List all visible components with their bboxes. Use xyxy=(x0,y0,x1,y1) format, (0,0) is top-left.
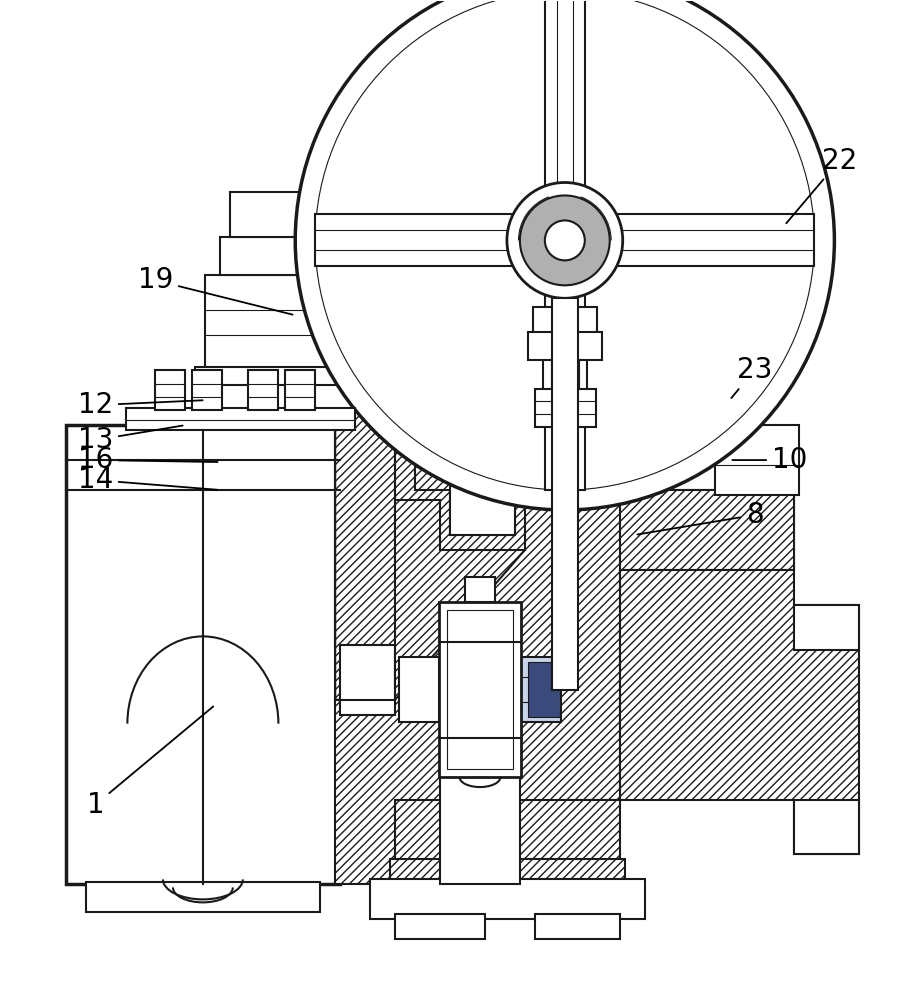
Bar xyxy=(535,389,562,427)
Text: 16: 16 xyxy=(78,446,218,474)
Bar xyxy=(543,315,587,410)
Circle shape xyxy=(520,195,610,285)
Bar xyxy=(795,800,860,854)
Bar xyxy=(66,425,340,884)
Bar xyxy=(125,408,356,430)
Bar xyxy=(230,192,356,237)
Bar xyxy=(533,307,597,335)
Polygon shape xyxy=(620,490,795,570)
Polygon shape xyxy=(395,800,620,884)
Circle shape xyxy=(315,0,814,490)
Bar xyxy=(156,370,185,410)
Polygon shape xyxy=(335,410,570,700)
Bar xyxy=(447,610,513,769)
Polygon shape xyxy=(620,570,859,854)
Text: 19: 19 xyxy=(138,266,292,315)
Bar xyxy=(399,657,439,722)
Text: 14: 14 xyxy=(78,466,218,494)
Bar xyxy=(370,879,644,919)
Bar xyxy=(552,298,578,690)
Bar xyxy=(315,214,565,266)
Bar xyxy=(395,914,485,939)
Bar xyxy=(535,914,620,939)
Text: 8: 8 xyxy=(637,501,763,534)
Bar xyxy=(715,425,799,495)
Circle shape xyxy=(295,0,834,510)
Bar xyxy=(390,859,625,884)
Bar xyxy=(248,370,278,410)
Bar xyxy=(565,214,814,266)
Polygon shape xyxy=(395,410,570,550)
Bar xyxy=(205,275,380,370)
Bar xyxy=(795,605,860,650)
Bar xyxy=(528,332,602,360)
Bar xyxy=(528,662,560,717)
Bar xyxy=(285,370,315,410)
Polygon shape xyxy=(335,410,795,884)
Bar xyxy=(340,645,395,715)
Bar xyxy=(465,577,495,602)
Bar xyxy=(544,0,585,490)
Circle shape xyxy=(507,182,623,298)
Text: 10: 10 xyxy=(733,446,807,474)
Bar xyxy=(439,602,521,777)
Bar xyxy=(195,367,390,385)
Bar xyxy=(220,237,365,275)
Text: 23: 23 xyxy=(732,356,772,398)
Bar xyxy=(193,370,222,410)
Circle shape xyxy=(544,220,585,260)
Bar xyxy=(450,410,515,535)
Bar xyxy=(568,389,596,427)
Bar xyxy=(440,710,520,884)
Bar xyxy=(86,882,320,912)
Text: 1: 1 xyxy=(86,706,213,819)
Text: 22: 22 xyxy=(787,147,857,223)
Text: 12: 12 xyxy=(78,391,202,419)
Bar xyxy=(521,657,561,722)
Text: 13: 13 xyxy=(78,426,183,454)
